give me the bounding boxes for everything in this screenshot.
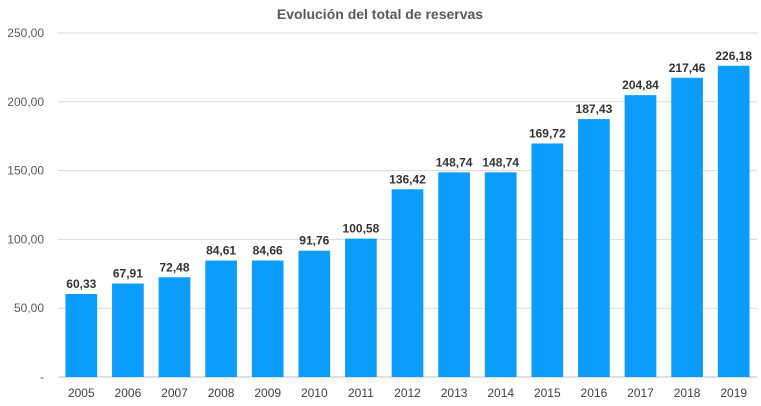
- bar-2019: [717, 65, 750, 378]
- bars: [65, 65, 750, 378]
- y-tick-label: 150,00: [7, 164, 44, 178]
- bar-2016: [578, 119, 610, 378]
- y-tick-label: 100,00: [7, 232, 44, 246]
- data-label-2014: 148,74: [482, 155, 519, 169]
- bar-2012: [391, 189, 424, 377]
- x-tick-label-2012: 2012: [394, 386, 421, 400]
- x-tick-label-2018: 2018: [674, 386, 701, 400]
- bar-2017: [624, 95, 657, 377]
- data-label-2005: 60,33: [66, 277, 96, 291]
- data-label-2011: 100,58: [343, 222, 380, 236]
- bar-2007: [158, 277, 191, 377]
- data-label-2009: 84,66: [253, 244, 283, 258]
- x-tick-label-2005: 2005: [68, 386, 95, 400]
- data-label-2016: 187,43: [576, 102, 613, 116]
- data-label-2017: 204,84: [622, 78, 659, 92]
- data-label-2006: 67,91: [113, 267, 143, 281]
- bar-2013: [438, 172, 470, 377]
- x-tick-label-2019: 2019: [720, 386, 747, 400]
- y-tick-label: -: [40, 370, 44, 384]
- data-label-2008: 84,61: [206, 244, 236, 258]
- bar-2009: [251, 260, 284, 377]
- y-tick-label: 200,00: [7, 95, 44, 109]
- bar-2010: [298, 250, 331, 377]
- y-tick-label: 250,00: [7, 26, 44, 40]
- x-axis-ticks: 2005 2006 2007 2008 2009 2010 2011 2012 2013 2014…: [68, 386, 747, 400]
- x-tick-label-2011: 2011: [348, 386, 374, 400]
- bar-2018: [671, 77, 703, 378]
- x-tick-label-2008: 2008: [208, 386, 235, 400]
- bar-2014: [484, 172, 517, 377]
- x-tick-label-2010: 2010: [301, 386, 328, 400]
- x-tick-label-2007: 2007: [161, 386, 188, 400]
- x-tick-label-2014: 2014: [487, 386, 514, 400]
- x-tick-label-2015: 2015: [534, 386, 561, 400]
- data-label-2010: 91,76: [299, 234, 329, 248]
- bar-2011: [345, 238, 377, 377]
- data-labels: 60,33 67,91 72,48 84,61 84,66 91,76 100,58 136,…: [66, 49, 752, 291]
- bar-2005: [65, 293, 98, 377]
- data-label-2013: 148,74: [436, 155, 473, 169]
- data-label-2018: 217,46: [669, 61, 706, 75]
- x-tick-label-2016: 2016: [581, 386, 608, 400]
- data-label-2007: 72,48: [159, 260, 189, 274]
- chart-title: Evolución del total de reservas: [277, 6, 483, 22]
- bar-2008: [205, 260, 237, 377]
- data-label-2015: 169,72: [529, 126, 566, 140]
- x-tick-label-2009: 2009: [254, 386, 281, 400]
- data-label-2019: 226,18: [715, 49, 752, 63]
- x-tick-label-2006: 2006: [115, 386, 142, 400]
- y-axis-ticks: - 50,00 100,00 150,00 200,00 250,00: [7, 26, 44, 384]
- y-tick-label: 50,00: [14, 301, 44, 315]
- bar-2006: [112, 283, 144, 377]
- bar-2015: [531, 143, 564, 377]
- x-tick-label-2013: 2013: [441, 386, 468, 400]
- data-label-2012: 136,42: [389, 172, 426, 186]
- x-tick-label-2017: 2017: [627, 386, 654, 400]
